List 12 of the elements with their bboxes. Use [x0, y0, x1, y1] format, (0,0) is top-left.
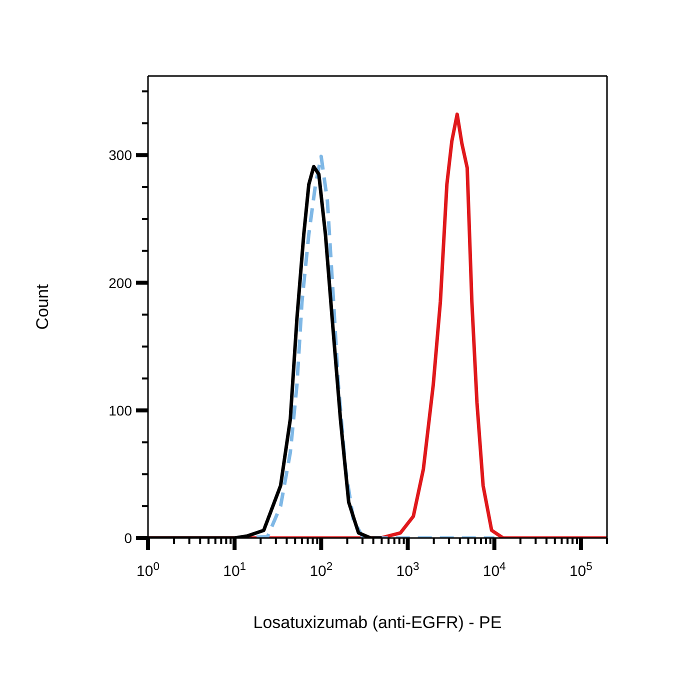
x-tick-label: 10$^{4}$ [482, 561, 506, 580]
y-tick-label: 0 [124, 530, 132, 546]
y-tick-label: 100 [108, 402, 132, 418]
y-tick-label: 300 [108, 147, 132, 164]
x-tick-label: 10$^{1}$ [223, 561, 246, 580]
x-tick-label: 10$^{3}$ [396, 561, 420, 580]
x-axis-title: Losatuxizumab (anti-EGFR) - PE [253, 613, 502, 632]
x-tick-label: 10$^{2}$ [310, 561, 333, 580]
x-tick-label: 10$^{0}$ [136, 561, 160, 580]
y-tick-label: 200 [108, 274, 132, 291]
x-tick-label: 10$^{5}$ [569, 561, 592, 580]
y-axis-title: Count [33, 284, 52, 330]
